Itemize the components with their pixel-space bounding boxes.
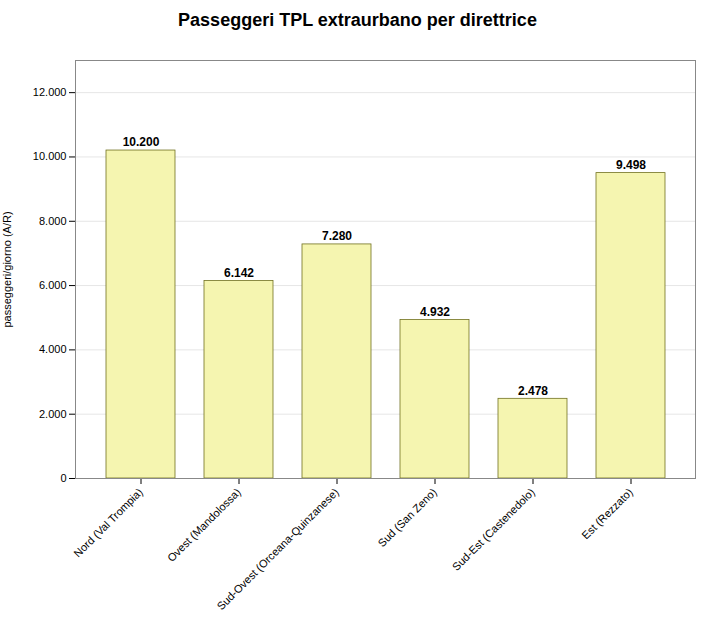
svg-text:9.498: 9.498 <box>616 158 646 172</box>
svg-text:6.000: 6.000 <box>39 279 67 291</box>
svg-text:8.000: 8.000 <box>39 215 67 227</box>
svg-text:Nord (Val Trompia): Nord (Val Trompia) <box>71 486 145 560</box>
svg-text:10.200: 10.200 <box>123 135 160 149</box>
svg-text:2.478: 2.478 <box>518 384 548 398</box>
svg-text:4.000: 4.000 <box>39 343 67 355</box>
svg-text:Sud-Ovest (Orceana-Quinzanese): Sud-Ovest (Orceana-Quinzanese) <box>214 486 341 613</box>
svg-text:10.000: 10.000 <box>33 150 67 162</box>
svg-text:2.000: 2.000 <box>39 408 67 420</box>
svg-text:12.000: 12.000 <box>33 86 67 98</box>
svg-text:Est (Rezzato): Est (Rezzato) <box>579 486 635 542</box>
svg-text:Sud-Est (Castenedolo): Sud-Est (Castenedolo) <box>450 486 537 573</box>
html-text:Passeggeri TPL extraurbano per: Passeggeri TPL extraurbano per direttric… <box>178 10 537 30</box>
svg-text:Ovest (Mandolossa): Ovest (Mandolossa) <box>165 486 243 564</box>
svg-text:passeggeri/giorno (A/R): passeggeri/giorno (A/R) <box>1 211 13 327</box>
svg-text:Sud (San Zeno): Sud (San Zeno) <box>376 486 439 549</box>
svg-text:6.142: 6.142 <box>224 266 254 280</box>
svg-text:0: 0 <box>60 472 66 484</box>
svg-text:7.280: 7.280 <box>322 229 352 243</box>
svg-text:4.932: 4.932 <box>420 305 450 319</box>
